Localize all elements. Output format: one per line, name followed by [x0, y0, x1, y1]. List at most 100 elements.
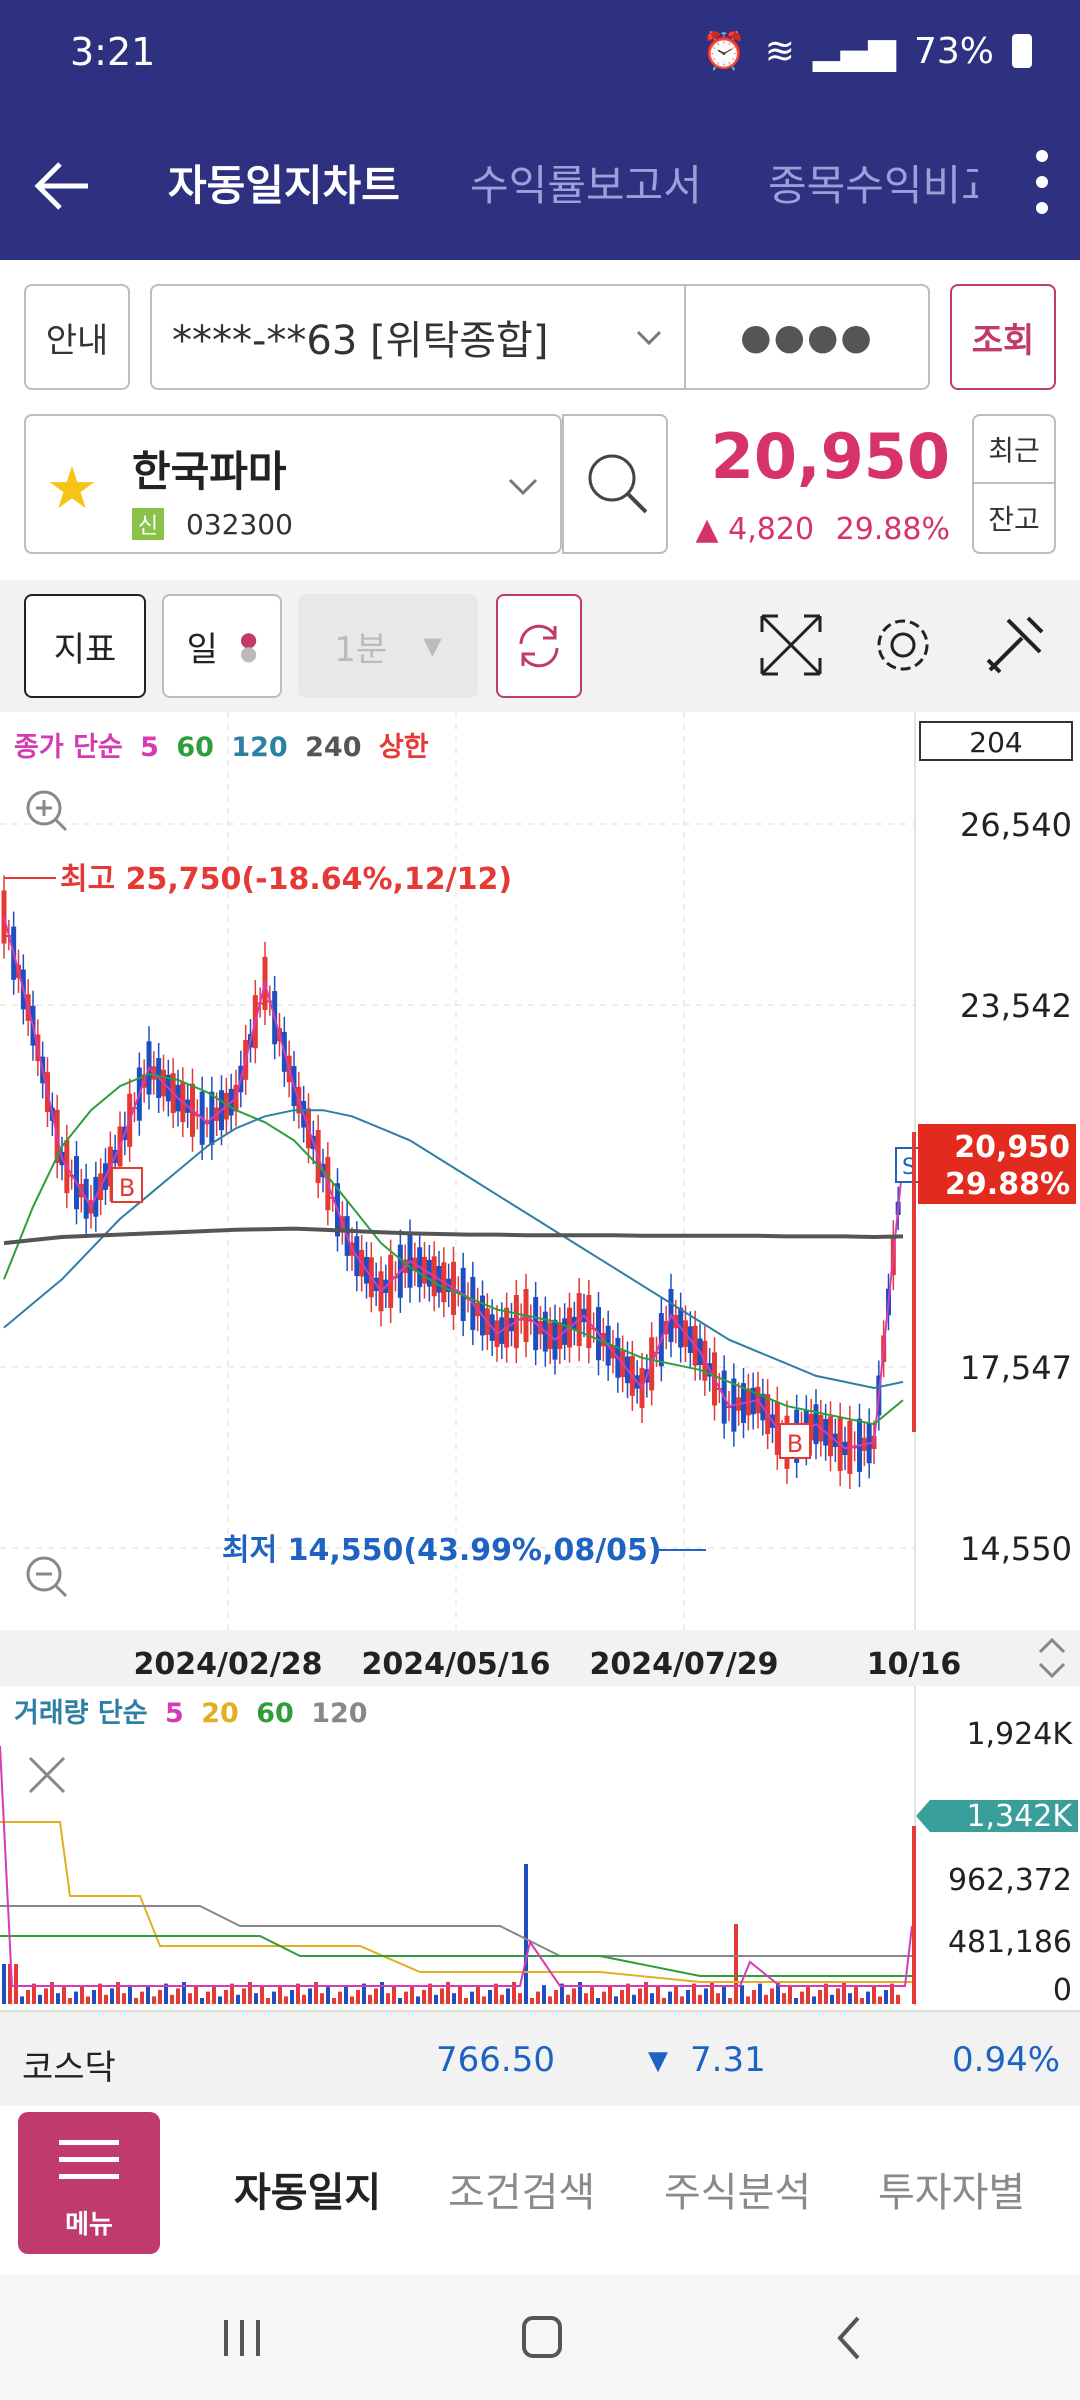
volume-bar — [440, 1988, 444, 2004]
recent-button[interactable]: 최근 — [972, 414, 1056, 484]
current-price-tag: 20,950 29.88% — [918, 1124, 1076, 1204]
volume-bar — [488, 1990, 492, 2004]
password-field[interactable]: ●●●● — [684, 284, 930, 390]
price-chart[interactable]: 종가 단순 5 60 120 240 상한 204 최고 25,750(-18.… — [0, 712, 1080, 1630]
volume-bar — [656, 1986, 660, 2004]
account-select[interactable]: ****-**63 [위탁종합] — [150, 284, 684, 390]
volume-bar — [14, 1964, 18, 2004]
volume-bar — [44, 1988, 48, 2004]
dropdown-arrow-icon: ▼ — [423, 632, 442, 660]
minute-label: 1분 — [334, 629, 388, 670]
volume-bar — [530, 1998, 534, 2004]
more-options-icon[interactable] — [1022, 142, 1062, 222]
volume-bar — [68, 1998, 72, 2004]
refresh-button[interactable] — [496, 594, 582, 698]
candle-count: 204 — [969, 726, 1022, 759]
search-button[interactable] — [562, 414, 668, 554]
home-icon[interactable] — [522, 2316, 562, 2358]
volume-bar — [620, 1990, 624, 2004]
legend-ma120: 120 — [231, 732, 287, 763]
price-change: ▲ 4,820 29.88% — [680, 512, 950, 547]
zoom-out-icon[interactable] — [26, 1556, 68, 1598]
stock-select[interactable]: ★ 한국파마 신 032300 — [24, 414, 562, 554]
tag-price: 20,950 — [954, 1130, 1070, 1165]
tools-icon[interactable] — [980, 610, 1050, 680]
kosdaq-ticker[interactable]: 코스닥 766.50 ▼ 7.31 0.94% — [0, 2010, 1080, 2106]
volume-bar — [860, 1998, 864, 2004]
volume-bar — [674, 1985, 678, 2004]
volume-bar — [494, 1983, 498, 2004]
ma-line-240 — [3, 1226, 904, 1246]
volume-bar — [194, 1986, 198, 2004]
volume-bar — [314, 1982, 318, 2004]
tab-auto-journal-chart[interactable]: 자동일지차트 — [168, 161, 400, 210]
volume-bar — [854, 1986, 858, 2004]
volume-bar — [782, 1993, 786, 2004]
volume-bar — [476, 1985, 480, 2004]
ma-line-5 — [3, 916, 904, 1450]
nav-by-investor[interactable]: 투자자별 — [878, 2170, 1026, 2216]
settings-gear-icon[interactable] — [868, 610, 938, 680]
volume-bar — [884, 1990, 888, 2004]
tab-return-report[interactable]: 수익률보고서 — [470, 161, 702, 210]
vol-tick: 962,372 — [948, 1863, 1072, 1898]
volume-bar — [320, 1993, 324, 2004]
bottom-navigation: 메뉴 자동일지 조건검색 주식분석 투자자별 — [0, 2106, 1080, 2274]
favorite-star-icon[interactable]: ★ — [46, 454, 98, 522]
back-arrow-icon[interactable] — [26, 146, 106, 226]
recent-apps-icon[interactable] — [224, 2320, 260, 2356]
volume-bar — [452, 1993, 456, 2004]
volume-bar — [332, 1998, 336, 2004]
volume-bar — [446, 1982, 450, 2004]
close-volume-icon[interactable] — [28, 1756, 66, 1794]
volume-bar — [74, 1991, 78, 2004]
tab-stock-return-compare[interactable]: 종목수익비교 — [768, 161, 978, 210]
volume-bar — [560, 1983, 564, 2004]
current-price: 20,950 — [710, 420, 950, 493]
volume-bar — [284, 1996, 288, 2004]
high-annotation: 최고 25,750(-18.64%,12/12) — [60, 862, 512, 897]
volume-bar — [764, 1994, 768, 2004]
volume-bar — [128, 1986, 132, 2004]
volume-chart-canvas[interactable]: 거래량 단순 5 20 60 120 1,924K 1,342K 962,372… — [0, 1686, 1080, 2008]
low-annotation: 최저 14,550(43.99%,08/05) — [222, 1533, 662, 1568]
system-navigation-bar — [0, 2274, 1080, 2400]
volume-bar — [56, 1993, 60, 2004]
volume-bar — [152, 1996, 156, 2004]
zoom-in-icon[interactable] — [26, 790, 68, 832]
query-button[interactable]: 조회 — [950, 284, 1056, 390]
volume-bar — [578, 1982, 582, 2004]
volume-bar — [728, 1998, 732, 2004]
volume-bar — [458, 1986, 462, 2004]
period-day-button[interactable]: 일 ● ● — [162, 594, 282, 698]
volume-bar — [62, 1986, 66, 2004]
volume-bar — [512, 1982, 516, 2004]
volume-bar — [2, 1964, 6, 2004]
chevron-down-icon — [508, 478, 538, 496]
expand-icon[interactable] — [756, 610, 826, 680]
volume-bar — [188, 1993, 192, 2004]
volume-bar — [668, 1991, 672, 2004]
volume-bar — [20, 1996, 24, 2004]
menu-button[interactable]: 메뉴 — [18, 2112, 160, 2254]
buy-marker: B — [111, 1167, 143, 1203]
nav-stock-analysis[interactable]: 주식분석 — [664, 2170, 812, 2216]
balance-button[interactable]: 잔고 — [972, 484, 1056, 554]
volume-bar — [86, 1996, 90, 2004]
wifi-icon: ≋ — [764, 30, 795, 72]
volume-bar — [644, 1982, 648, 2004]
volume-bar — [224, 1990, 228, 2004]
count-box — [919, 721, 1073, 761]
period-label: 일 — [186, 629, 218, 670]
indicator-button[interactable]: 지표 — [24, 594, 146, 698]
volume-bar — [710, 1982, 714, 2004]
nav-condition-search[interactable]: 조건검색 — [448, 2170, 596, 2216]
info-button[interactable]: 안내 — [24, 284, 130, 390]
volume-chart[interactable]: 거래량 단순 5 20 60 120 1,924K 1,342K 962,372… — [0, 1686, 1080, 2008]
y-tick-label: 17,547 — [960, 1349, 1072, 1387]
nav-auto-journal[interactable]: 자동일지 — [234, 2170, 382, 2216]
back-nav-icon[interactable] — [837, 2316, 860, 2360]
scroll-toggle-icon[interactable] — [1038, 1637, 1066, 1679]
volume-bar — [368, 1994, 372, 2004]
price-chart-canvas[interactable]: 종가 단순 5 60 120 240 상한 204 최고 25,750(-18.… — [0, 712, 1080, 1630]
